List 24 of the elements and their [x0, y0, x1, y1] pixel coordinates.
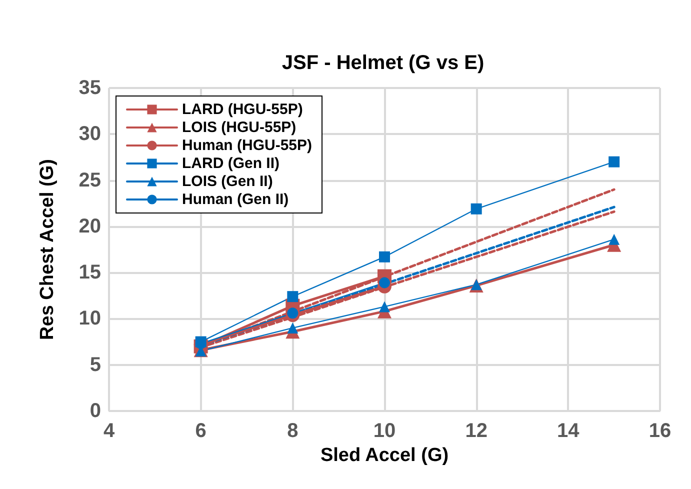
x-axis-title: Sled Accel (G)	[320, 444, 449, 466]
y-tick-label: 10	[78, 308, 101, 330]
x-tick-label: 6	[195, 420, 206, 442]
x-tick-label: 8	[287, 420, 298, 442]
y-tick-label: 35	[78, 77, 101, 99]
y-tick-label: 20	[78, 215, 101, 238]
x-tick-label: 12	[465, 420, 488, 442]
y-tick-label: 25	[78, 169, 101, 192]
x-tick-label: 4	[103, 420, 116, 442]
legend-label: LOIS (HGU-55P)	[182, 119, 296, 136]
legend-label: LARD (HGU-55P)	[182, 101, 303, 118]
legend-label: Human (HGU-55P)	[182, 137, 312, 154]
legend-label: LARD (Gen II)	[182, 155, 280, 172]
x-tick-label: 10	[373, 420, 396, 442]
x-tick-label: 14	[557, 420, 580, 442]
y-tick-label: 0	[90, 400, 101, 422]
legend-label: Human (Gen II)	[182, 191, 289, 208]
y-axis-title: Res Chest Accel (G)	[37, 159, 58, 340]
y-tick-label: 15	[78, 262, 101, 284]
y-tick-label: 5	[90, 354, 101, 376]
chart-title: JSF - Helmet (G vs E)	[282, 52, 484, 74]
x-tick-label: 16	[648, 420, 672, 442]
legend-label: LOIS (Gen II)	[182, 173, 273, 190]
y-tick-label: 30	[78, 123, 101, 146]
